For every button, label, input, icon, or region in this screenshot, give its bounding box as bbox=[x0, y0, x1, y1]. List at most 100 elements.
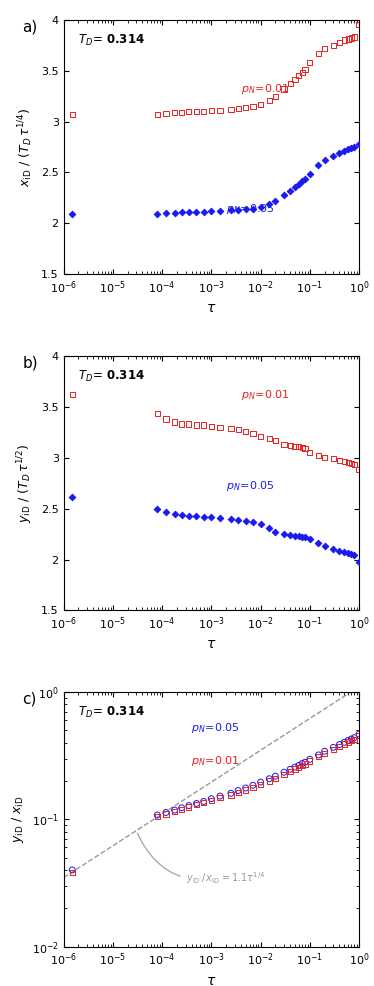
Point bbox=[296, 528, 302, 544]
Point bbox=[193, 204, 199, 220]
Point bbox=[356, 726, 362, 741]
Point bbox=[258, 97, 264, 112]
Point bbox=[69, 862, 75, 878]
Point bbox=[356, 462, 362, 478]
Point bbox=[351, 547, 357, 563]
Text: $p_N\!=\!0.01$: $p_N\!=\!0.01$ bbox=[241, 82, 290, 96]
Text: $T_D\!=\!$ $\mathbf{0.314}$: $T_D\!=\!$ $\mathbf{0.314}$ bbox=[79, 33, 145, 47]
Point bbox=[193, 417, 199, 433]
Point bbox=[179, 802, 185, 817]
Point bbox=[186, 104, 192, 119]
Point bbox=[316, 158, 322, 174]
Point bbox=[208, 791, 214, 807]
Point bbox=[208, 418, 214, 434]
Point bbox=[163, 805, 169, 820]
Point bbox=[201, 417, 207, 433]
Point bbox=[330, 741, 336, 757]
Point bbox=[235, 202, 241, 218]
Point bbox=[281, 764, 287, 780]
Point bbox=[316, 535, 322, 551]
Point bbox=[243, 423, 249, 439]
Point bbox=[172, 414, 178, 430]
Point bbox=[201, 509, 207, 525]
Point bbox=[201, 104, 207, 119]
Point bbox=[243, 513, 249, 528]
Point bbox=[172, 804, 178, 819]
Point bbox=[272, 433, 278, 449]
Point bbox=[217, 203, 223, 219]
Point bbox=[272, 525, 278, 540]
Point bbox=[217, 788, 223, 804]
Point bbox=[345, 734, 351, 749]
Point bbox=[299, 755, 305, 771]
Text: a): a) bbox=[22, 20, 37, 35]
Point bbox=[172, 803, 178, 818]
Point bbox=[266, 771, 272, 787]
Point bbox=[296, 757, 302, 773]
Point bbox=[69, 106, 75, 122]
Point bbox=[330, 451, 336, 466]
Point bbox=[307, 54, 313, 70]
Point bbox=[228, 786, 234, 802]
Point bbox=[235, 784, 241, 800]
Point bbox=[351, 139, 357, 155]
Point bbox=[208, 103, 214, 118]
Point bbox=[292, 178, 298, 194]
Point bbox=[163, 807, 169, 822]
Point bbox=[351, 730, 357, 745]
Point bbox=[356, 728, 362, 743]
Point bbox=[322, 538, 328, 554]
Point bbox=[208, 509, 214, 525]
Point bbox=[322, 450, 328, 465]
X-axis label: $\tau$: $\tau$ bbox=[206, 638, 217, 652]
Point bbox=[250, 201, 256, 217]
Point bbox=[266, 431, 272, 447]
Point bbox=[322, 40, 328, 56]
Point bbox=[307, 166, 313, 181]
Point bbox=[258, 774, 264, 790]
Point bbox=[250, 777, 256, 793]
Point bbox=[228, 511, 234, 527]
Point bbox=[349, 733, 355, 748]
Point bbox=[217, 510, 223, 526]
Point bbox=[299, 440, 305, 456]
Point bbox=[281, 187, 287, 203]
Point bbox=[281, 437, 287, 453]
Point bbox=[287, 528, 293, 543]
Point bbox=[356, 554, 362, 570]
Point bbox=[330, 148, 336, 164]
Point bbox=[292, 72, 298, 88]
Point bbox=[302, 529, 308, 545]
Point bbox=[349, 31, 355, 46]
Point bbox=[172, 506, 178, 522]
Point bbox=[345, 733, 351, 748]
Point bbox=[228, 420, 234, 436]
Point bbox=[235, 421, 241, 437]
Point bbox=[154, 206, 160, 222]
Point bbox=[258, 776, 264, 792]
Point bbox=[243, 100, 249, 115]
Point bbox=[307, 753, 313, 769]
Point bbox=[154, 809, 160, 824]
Point bbox=[302, 62, 308, 78]
Point bbox=[349, 546, 355, 562]
Point bbox=[341, 735, 347, 750]
Point bbox=[345, 32, 351, 47]
Point bbox=[316, 748, 322, 764]
Point bbox=[337, 737, 343, 752]
Text: b): b) bbox=[22, 356, 38, 371]
Point bbox=[272, 770, 278, 786]
Point bbox=[322, 153, 328, 169]
Point bbox=[193, 508, 199, 524]
Y-axis label: $x_\mathrm{iD}\ /\ (T_D\,\tau^{1/4})$: $x_\mathrm{iD}\ /\ (T_D\,\tau^{1/4})$ bbox=[17, 107, 36, 186]
Point bbox=[292, 439, 298, 455]
Point bbox=[235, 512, 241, 528]
Point bbox=[69, 206, 75, 222]
Point bbox=[266, 196, 272, 212]
Point bbox=[217, 419, 223, 435]
Point bbox=[201, 204, 207, 220]
Point bbox=[302, 756, 308, 772]
Point bbox=[186, 508, 192, 524]
Point bbox=[299, 529, 305, 545]
Point bbox=[302, 441, 308, 457]
